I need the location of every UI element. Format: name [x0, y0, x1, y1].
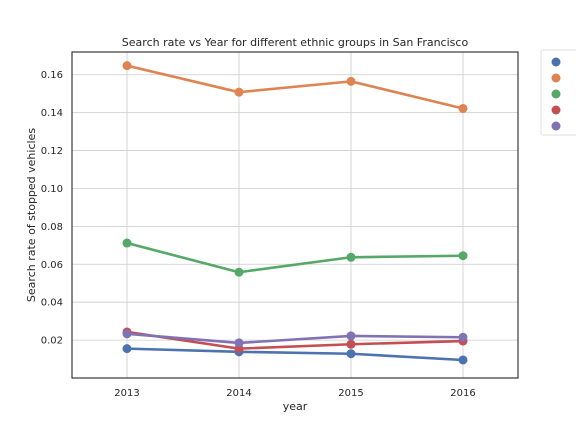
- series-3: [122, 238, 468, 277]
- series-line: [125, 347, 465, 362]
- y-tick-label: 0.02: [41, 336, 63, 347]
- series-line: [125, 332, 465, 345]
- data-point: [122, 344, 132, 354]
- series-line: [125, 330, 465, 350]
- x-tick-label: 2015: [338, 388, 363, 399]
- x-axis-ticks: 2013 2014 2015 2016: [114, 388, 475, 399]
- y-tick-label: 0.14: [41, 108, 63, 119]
- legend-marker-3: [551, 89, 561, 99]
- data-point: [234, 267, 244, 277]
- legend-marker-4: [551, 105, 561, 115]
- series-line: [125, 64, 465, 110]
- y-tick-label: 0.12: [41, 146, 63, 157]
- series-2: [122, 61, 468, 113]
- data-point: [122, 61, 132, 71]
- chart-title: Search rate vs Year for different ethnic…: [122, 36, 469, 49]
- legend-marker-1: [551, 57, 561, 67]
- data-point: [122, 238, 132, 248]
- legend: [540, 49, 576, 136]
- data-point: [458, 355, 468, 365]
- y-tick-label: 0.10: [41, 184, 63, 195]
- data-point: [346, 252, 356, 262]
- data-point: [346, 349, 356, 359]
- x-tick-label: 2014: [226, 388, 251, 399]
- series-layer: [122, 61, 468, 365]
- legend-marker-5: [551, 121, 561, 131]
- plot-area-frame: [71, 51, 519, 379]
- series-1: [122, 344, 468, 365]
- data-point: [458, 251, 468, 261]
- series-5: [122, 329, 468, 348]
- y-tick-label: 0.06: [41, 260, 63, 271]
- x-tick-label: 2016: [450, 388, 475, 399]
- y-tick-label: 0.08: [41, 222, 63, 233]
- data-point: [346, 76, 356, 86]
- data-point: [346, 339, 356, 349]
- data-point: [234, 338, 244, 348]
- data-point: [458, 332, 468, 342]
- x-axis-label: year: [283, 400, 308, 413]
- legend-marker-2: [551, 73, 561, 83]
- series-line: [125, 241, 465, 274]
- y-axis-ticks: 0.02 0.04 0.06 0.08 0.10 0.12 0.14 0.16: [41, 70, 63, 346]
- data-point: [234, 87, 244, 97]
- data-point: [458, 103, 468, 113]
- y-tick-label: 0.16: [41, 70, 63, 81]
- y-tick-label: 0.04: [41, 298, 63, 309]
- data-point: [346, 331, 356, 341]
- data-point: [122, 329, 132, 339]
- x-tick-label: 2013: [114, 388, 139, 399]
- grid-lines: [72, 52, 518, 378]
- y-axis-label: Search rate of stopped vehicles: [25, 128, 38, 302]
